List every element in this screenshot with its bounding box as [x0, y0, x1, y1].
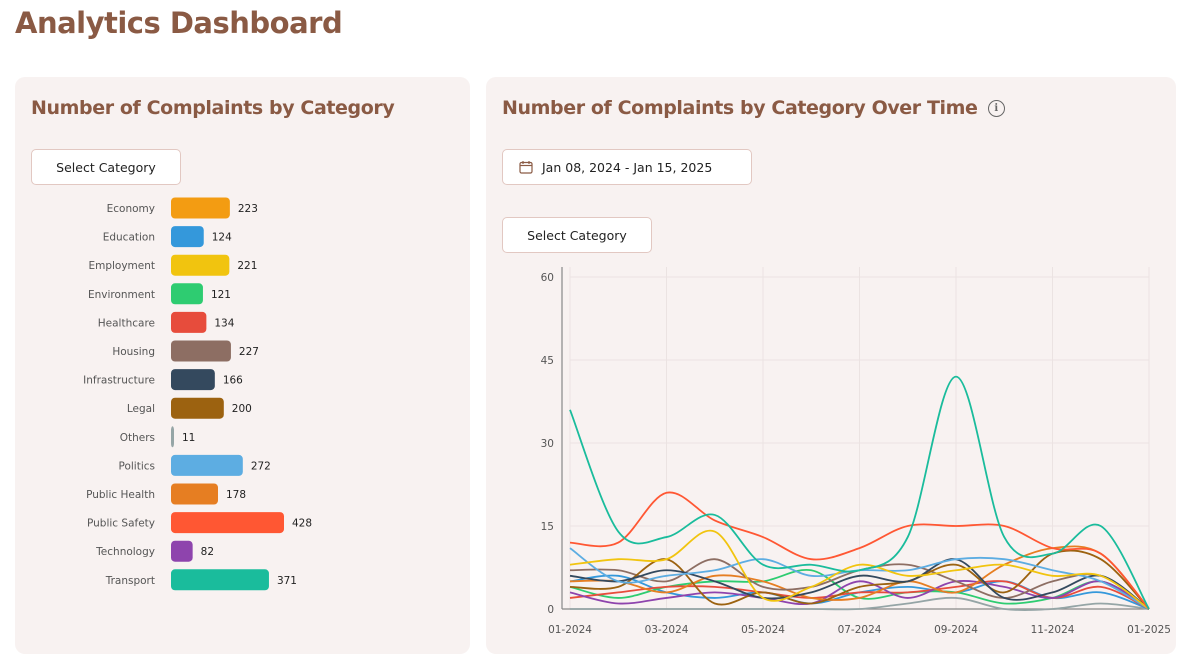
- bar-value-label: 166: [223, 375, 243, 387]
- bar[interactable]: [171, 540, 193, 562]
- bar-value-label: 227: [239, 346, 259, 358]
- bar[interactable]: [171, 311, 207, 333]
- info-icon[interactable]: i: [987, 99, 1005, 117]
- bar-category-label: Technology: [95, 546, 155, 558]
- bar-category-label: Public Health: [86, 489, 155, 501]
- bar-value-label: 134: [214, 317, 234, 329]
- series-line[interactable]: [570, 596, 1150, 611]
- complaints-over-time-card: Number of Complaints by Category Over Ti…: [486, 77, 1176, 654]
- bar-value-label: 121: [211, 289, 231, 301]
- bar-category-label: Public Safety: [87, 518, 155, 530]
- series-line[interactable]: [569, 558, 1150, 610]
- card-title-text: Number of Complaints by Category: [31, 97, 395, 119]
- x-tick-label: 07-2024: [838, 624, 882, 636]
- bar-category-label: Healthcare: [98, 317, 155, 329]
- select-category-button[interactable]: Select Category: [502, 217, 652, 253]
- card-title-text: Number of Complaints by Category Over Ti…: [502, 97, 978, 119]
- page-title: Analytics Dashboard: [15, 6, 343, 40]
- bar-value-label: 200: [232, 403, 252, 415]
- bar[interactable]: [171, 340, 231, 362]
- bar[interactable]: [171, 454, 243, 476]
- bar[interactable]: [171, 226, 204, 248]
- bar-category-label: Education: [103, 232, 155, 244]
- bar-category-label: Employment: [88, 260, 155, 272]
- x-tick-label: 01-2025: [1127, 624, 1171, 636]
- bar-category-label: Housing: [112, 346, 155, 358]
- bar-value-label: 223: [238, 203, 258, 215]
- y-tick-label: 30: [541, 438, 554, 450]
- bar-value-label: 124: [212, 232, 232, 244]
- x-tick-label: 09-2024: [934, 624, 978, 636]
- bar-category-label: Politics: [119, 460, 156, 472]
- y-tick-label: 45: [541, 355, 554, 367]
- bar[interactable]: [171, 569, 269, 591]
- card-title: Number of Complaints by Category Over Ti…: [502, 97, 1005, 119]
- card-title: Number of Complaints by Category: [31, 97, 395, 119]
- series-line[interactable]: [569, 580, 1150, 610]
- series-line[interactable]: [569, 529, 1150, 610]
- bar[interactable]: [171, 283, 203, 305]
- bar-value-label: 221: [237, 260, 257, 272]
- bar-category-label: Economy: [107, 203, 155, 215]
- bar[interactable]: [171, 369, 215, 391]
- bar-value-label: 371: [277, 575, 297, 587]
- y-tick-label: 0: [547, 604, 554, 616]
- bar-value-label: 82: [201, 546, 214, 558]
- bar-value-label: 272: [251, 460, 271, 472]
- calendar-icon: [519, 161, 533, 174]
- bar-chart: Economy 223 Education 124 Employment 221 Envir…: [83, 197, 312, 591]
- date-range-text: Jan 08, 2024 - Jan 15, 2025: [542, 159, 713, 175]
- y-tick-label: 15: [541, 521, 554, 533]
- bar-value-label: 178: [226, 489, 246, 501]
- bar[interactable]: [171, 397, 224, 419]
- x-tick-label: 05-2024: [741, 624, 785, 636]
- x-tick-label: 01-2024: [548, 624, 592, 636]
- bar-category-label: Legal: [127, 403, 155, 415]
- bar-category-label: Infrastructure: [83, 375, 155, 387]
- x-tick-label: 11-2024: [1031, 624, 1075, 636]
- x-tick-label: 03-2024: [645, 624, 689, 636]
- bar-category-label: Others: [120, 432, 155, 444]
- complaints-by-category-card: Number of Complaints by Category Select …: [15, 77, 470, 654]
- bar[interactable]: [171, 426, 174, 448]
- bar[interactable]: [171, 254, 230, 276]
- bar-category-label: Transport: [105, 575, 155, 587]
- bar-value-label: 428: [292, 518, 312, 530]
- bar[interactable]: [171, 483, 218, 505]
- bar-category-label: Environment: [88, 289, 155, 301]
- series-line[interactable]: [569, 375, 1150, 610]
- date-range-picker[interactable]: Jan 08, 2024 - Jan 15, 2025: [502, 149, 752, 185]
- line-chart: 0 15 30 45 60 01-2024 03-2024 05-2024 07-2024 09-…: [541, 267, 1171, 636]
- y-tick-label: 60: [541, 272, 554, 284]
- series-line[interactable]: [569, 491, 1150, 610]
- bar[interactable]: [171, 197, 230, 219]
- bar[interactable]: [171, 512, 284, 534]
- select-category-button[interactable]: Select Category: [31, 149, 181, 185]
- bar-value-label: 11: [182, 432, 195, 444]
